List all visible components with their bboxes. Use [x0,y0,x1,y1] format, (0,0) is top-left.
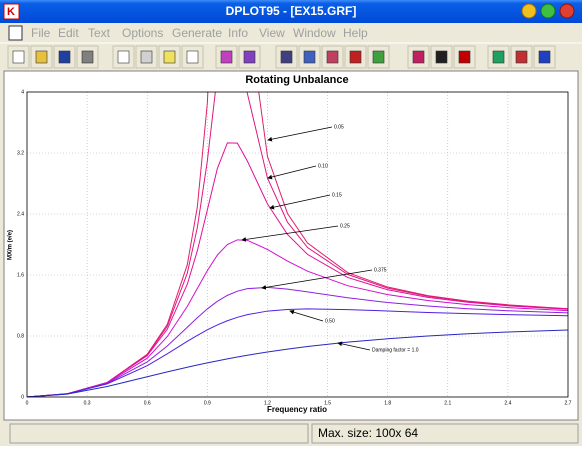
toolbar-icon [303,50,316,64]
curve [27,329,568,397]
menu-item[interactable]: Info [228,26,248,40]
y-axis-label: MX/m (e/e) [8,230,14,260]
x-tick-label: 0.9 [204,400,211,406]
x-tick-label: 2.1 [444,400,451,406]
annotation-arrow [261,269,373,290]
toolbar-icon [81,50,94,64]
annotation-label: 0.375 [374,267,387,273]
window-title: DPLOT95 - [EX15.GRF] [226,4,357,18]
toolbar-icon [280,50,293,64]
plot-area: 0 0.3 0.6 0.9 1.2 1.5 1.8 2.1 2.4 2.7 0 0.8 1.6 2.4 3.… [17,89,572,406]
toolbar-icon [492,50,505,64]
annotation-label: Damping factor = 1.0 [372,347,419,353]
chart-panel [3,70,579,421]
annotation-label: 0.50 [325,318,335,324]
app-icon-glyph: K [7,6,15,18]
toolbar-icon [243,50,256,64]
chart-title: Rotating Unbalance [245,74,348,86]
toolbar [7,45,556,69]
x-tick-label: 1.2 [264,400,271,406]
status-text: Max. size: 100x 64 [318,426,418,440]
annotation-label: 0.05 [334,124,344,130]
annotation-arrow [337,341,371,351]
menu-item[interactable]: Text [88,26,111,40]
minimize-button[interactable] [521,3,537,19]
x-tick-label: 0 [26,400,29,406]
curve [27,142,568,397]
annotation-arrow [241,225,339,242]
annotation-arrow [289,309,324,322]
curve [27,92,568,397]
status-pane [9,423,309,444]
toolbar-icon [220,50,233,64]
title-bar [0,0,582,23]
curve [27,92,568,397]
menu-item[interactable]: View [259,26,285,40]
x-axis-label: Frequency ratio [267,405,327,414]
menu-item[interactable]: Help [343,26,368,40]
curves [27,92,568,397]
y-tick-label: 3.2 [17,150,24,156]
curve [27,239,568,397]
maximize-button[interactable] [540,3,556,19]
toolbar-icon [435,50,448,64]
x-tick-label: 0.6 [144,400,151,406]
toolbar-icon [412,50,425,64]
toolbar-icon [58,50,71,64]
status-pane [311,423,579,444]
menu-item[interactable]: Options [122,26,163,40]
annotation-label: 0.25 [340,223,350,229]
doc-icon [8,25,23,41]
x-tick-label: 1.8 [384,400,391,406]
menu-bar: File Edit Text Options Generate Info View Windo… [8,25,368,41]
x-tick-label: 0.3 [84,400,91,406]
y-tick-label: 1.6 [17,272,24,278]
toolbar-icon [186,50,199,64]
x-tick-label: 1.5 [324,400,331,406]
toolbar-icon [458,50,471,64]
menu-item[interactable]: Window [293,26,336,40]
menu-item[interactable]: File [31,26,51,40]
app-icon [3,3,20,20]
annotation-arrow [269,194,331,210]
toolbar-icon [515,50,528,64]
annotation-label: 0.10 [318,163,328,169]
curve [27,286,568,397]
y-tick-label: 0.8 [17,333,24,339]
y-tick-label: 2.4 [17,211,24,217]
y-tick-label: 4 [21,89,24,95]
toolbar-icon [326,50,339,64]
close-button[interactable] [559,3,575,19]
curve [27,308,568,397]
plot-border [26,91,569,398]
toolbar-icon [349,50,362,64]
toolbar-icon [140,50,153,64]
x-tick-label: 2.7 [565,400,572,406]
x-tick-label: 2.4 [504,400,511,406]
y-tick-label: 0 [21,394,24,400]
toolbar-icon [372,50,385,64]
toolbar-icon [35,50,48,64]
toolbar-icon [117,50,130,64]
toolbar-icon [538,50,551,64]
annotation-arrow [267,165,317,180]
menu-item[interactable]: Edit [58,26,79,40]
annotation-arrow [267,126,333,142]
annotation-label: 0.15 [332,192,342,198]
toolbar-icon [12,50,25,64]
menu-item[interactable]: Generate [172,26,222,40]
toolbar-icon [163,50,176,64]
